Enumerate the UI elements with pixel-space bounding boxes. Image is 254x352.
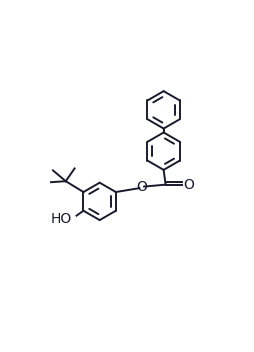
Text: O: O bbox=[183, 178, 194, 191]
Text: HO: HO bbox=[50, 212, 72, 226]
Text: O: O bbox=[136, 180, 147, 194]
